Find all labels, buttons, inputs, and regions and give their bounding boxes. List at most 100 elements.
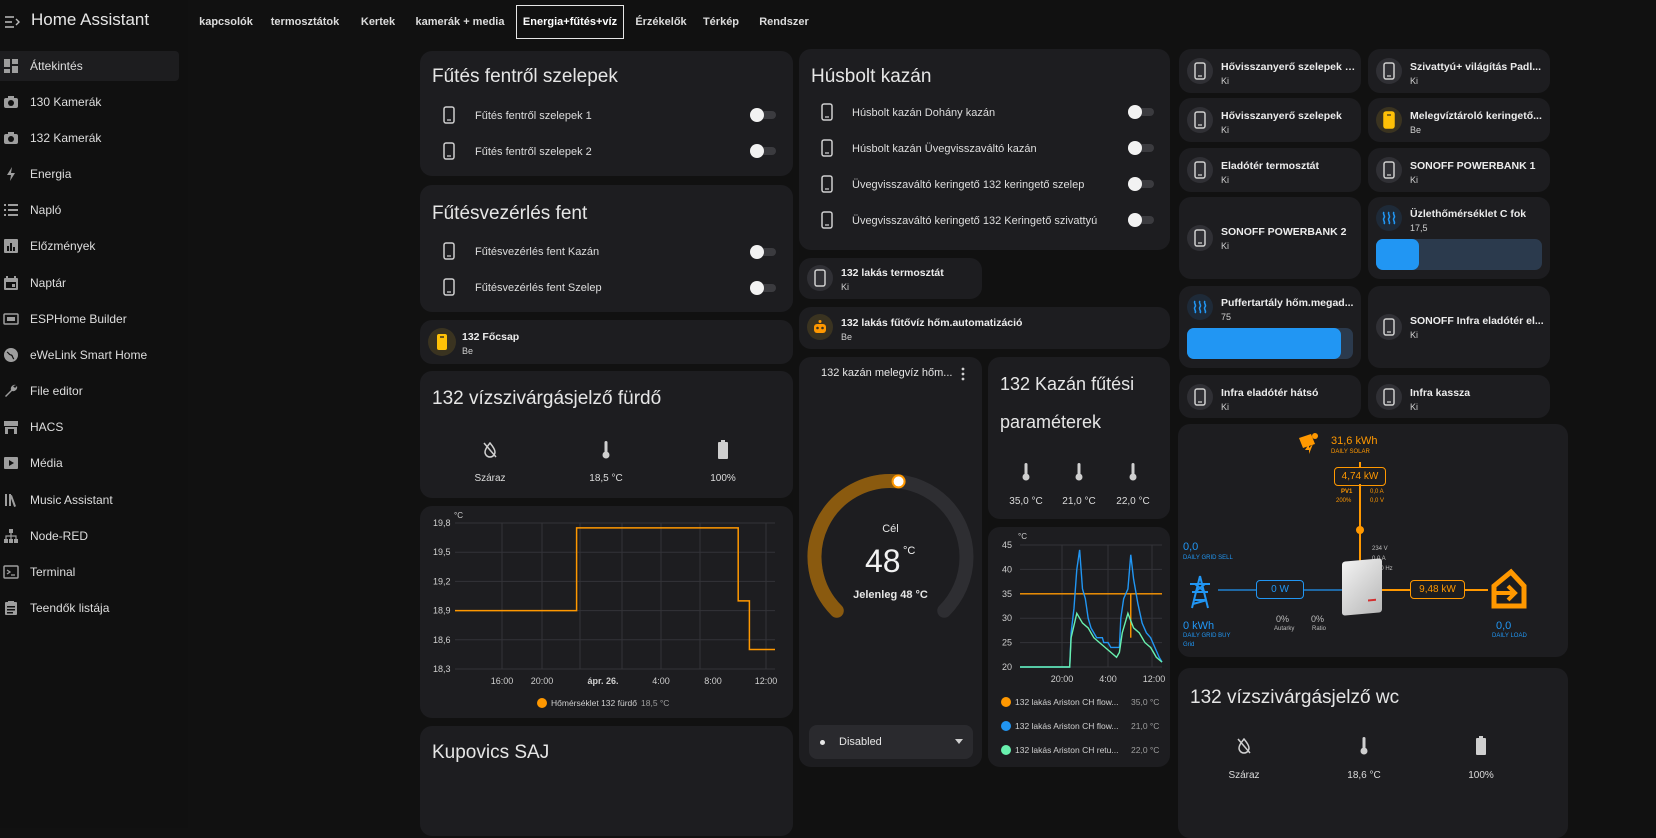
tile-132-automatizacio[interactable]: 132 lakás fűtővíz hőm.automatizáció Be: [799, 307, 1170, 349]
sidebar-item-node-red[interactable]: Node-RED: [0, 521, 188, 551]
sidebar-item--ttekint-s[interactable]: Áttekintés: [0, 51, 179, 81]
tile-card[interactable]: Eladótér termosztát Ki: [1179, 148, 1361, 192]
tile-card[interactable]: SONOFF POWERBANK 2 Ki: [1179, 197, 1361, 279]
sidebar-item-terminal[interactable]: Terminal: [0, 557, 188, 587]
cellphone-icon: [1194, 161, 1206, 179]
card-title: Fűtés fentről szelepek: [432, 66, 618, 87]
legend-item[interactable]: Hőmérséklet 132 fürdő 18,5 °C: [537, 698, 669, 708]
load-power-box[interactable]: 9,48 kW: [1410, 580, 1465, 599]
sidebar-item-m-dia[interactable]: Média: [0, 448, 188, 478]
tab-3[interactable]: Kertek: [360, 16, 396, 28]
menu-open-icon[interactable]: [4, 14, 20, 30]
tile-title: Eladótér termosztát: [1221, 160, 1320, 172]
mode-dot-icon: [820, 740, 825, 745]
entity-label[interactable]: Üvegvisszaváltó keringető 132 Keringető …: [852, 215, 1098, 227]
cellphone-icon: [437, 334, 447, 350]
legend-swatch: [537, 698, 547, 708]
card-title: Húsbolt kazán: [811, 66, 932, 87]
sidebar-item-ewelink-smart-home[interactable]: eWeLink Smart Home: [0, 340, 188, 370]
tile-card[interactable]: SONOFF Infra eladótér el... Ki: [1368, 286, 1550, 368]
entity-label[interactable]: Fűtés fentről szelepek 1: [475, 110, 592, 122]
tab-2[interactable]: termosztátok: [270, 16, 340, 28]
sidebar-item-teend-k-list-ja[interactable]: Teendők listája: [0, 593, 188, 623]
entity-toggle[interactable]: [1128, 105, 1154, 119]
tile-card[interactable]: Infra eladótér hátsó Ki: [1179, 375, 1361, 418]
entity-toggle[interactable]: [1128, 213, 1154, 227]
y-tick-label: 30: [1002, 613, 1012, 623]
tile-card[interactable]: Szivattyú+ világítás Padl... Ki: [1368, 49, 1550, 93]
sidebar-item-el-zm-nyek[interactable]: Előzmények: [0, 231, 188, 261]
tab-5[interactable]: Energia+fűtés+víz: [516, 5, 624, 39]
grid-sell-value: 0,0: [1183, 541, 1199, 553]
legend-item[interactable]: 132 lakás Ariston CH retu... 22,0 °C: [1001, 745, 1159, 755]
legend-item[interactable]: 132 lakás Ariston CH flow... 21,0 °C: [1001, 721, 1159, 731]
tile-card[interactable]: Hővisszanyerő szelepek F... Ki: [1179, 49, 1361, 93]
entity-toggle[interactable]: [1128, 177, 1154, 191]
tile-state: Be: [841, 332, 853, 342]
card-title: Kupovics SAJ: [432, 742, 550, 763]
value-bar-track[interactable]: [1187, 328, 1353, 359]
entity-label[interactable]: Fűtésvezérlés fent Szelep: [475, 282, 602, 294]
sidebar-item-hacs[interactable]: HACS: [0, 412, 188, 442]
tile-card[interactable]: SONOFF POWERBANK 1 Ki: [1368, 148, 1550, 192]
sidebar-item-label: Előzmények: [30, 239, 96, 253]
tab-1[interactable]: kapcsolók: [199, 16, 253, 28]
entity-toggle[interactable]: [750, 144, 776, 158]
entity-toggle[interactable]: [750, 108, 776, 122]
x-tick-label: 16:00: [491, 676, 514, 686]
sidebar-item-napt-r[interactable]: Naptár: [0, 268, 188, 298]
inverter-icon: [1342, 558, 1382, 616]
sidebar-item-music-assistant[interactable]: Music Assistant: [0, 485, 188, 515]
entity-label[interactable]: Húsbolt kazán Üvegvisszaváltó kazán: [852, 143, 1037, 155]
series-line: [455, 527, 775, 651]
thermostat-dial[interactable]: [799, 467, 982, 647]
tab-6[interactable]: Érzékelők: [635, 16, 687, 28]
tile-state: 75: [1221, 312, 1232, 322]
pv-power-box[interactable]: 4,74 kW: [1334, 467, 1386, 486]
mode-select[interactable]: Disabled: [809, 725, 973, 759]
tile-card[interactable]: Puffertartály hőm.megad... 75: [1179, 286, 1361, 368]
tile-card[interactable]: Hővisszanyerő szelepek Ki: [1179, 98, 1361, 142]
sidebar-item-napl-[interactable]: Napló: [0, 195, 188, 225]
entity-toggle[interactable]: [1128, 141, 1154, 155]
value-bar-track[interactable]: [1376, 239, 1542, 270]
entity-toggle[interactable]: [750, 245, 776, 259]
tile-icon: [1376, 107, 1402, 133]
sidebar-item-label: Terminal: [30, 565, 76, 579]
tab-4[interactable]: kamerák + media: [415, 16, 505, 28]
chevron-down-icon: [955, 739, 963, 744]
legend-item[interactable]: 132 lakás Ariston CH flow... 35,0 °C: [1001, 697, 1159, 707]
entity-label[interactable]: Üvegvisszaváltó keringető 132 keringető …: [852, 179, 1085, 191]
water-off-icon: [1237, 737, 1251, 754]
sidebar-item-esphome-builder[interactable]: ESPHome Builder: [0, 304, 188, 334]
entity-label[interactable]: Fűtés fentről szelepek 2: [475, 146, 592, 158]
entity-label[interactable]: Fűtésvezérlés fent Kazán: [475, 246, 600, 258]
tile-focsap[interactable]: 132 Főcsap Be: [420, 320, 793, 364]
camera-icon: [4, 132, 18, 144]
more-vert-icon[interactable]: [959, 367, 967, 381]
tile-icon: [1187, 58, 1213, 84]
grid-power-box[interactable]: 0 W: [1256, 580, 1304, 599]
tile-card[interactable]: Melegvíztároló keringető... Be: [1368, 98, 1550, 142]
grid-buy-value: 0 kWh: [1183, 620, 1215, 632]
entity-label[interactable]: Húsbolt kazán Dohány kazán: [852, 107, 996, 119]
sidebar-item-130-kamer-k[interactable]: 130 Kamerák: [0, 87, 188, 117]
globe-icon: [4, 348, 18, 362]
moisture-value: Száraz: [474, 473, 506, 484]
sidebar-item-file-editor[interactable]: File editor: [0, 376, 188, 406]
cellphone-icon: [1194, 388, 1206, 406]
mode-value: Disabled: [839, 736, 882, 748]
tab-8[interactable]: Rendszer: [759, 16, 809, 28]
tab-7[interactable]: Térkép: [702, 16, 740, 28]
card-kazan-futesi-parameterek: 132 Kazán fűtési paraméterek 35,0 °C 21,…: [988, 357, 1170, 519]
sidebar-item-label: Music Assistant: [30, 493, 113, 507]
tile-card[interactable]: Infra kassza Ki: [1368, 375, 1550, 418]
temperature-value: 18,5 °C: [589, 473, 623, 484]
cellphone-icon: [1194, 111, 1206, 129]
sidebar-item-energia[interactable]: Energia: [0, 159, 188, 189]
sidebar-item-132-kamer-k[interactable]: 132 Kamerák: [0, 123, 188, 153]
tile-132-termosztat[interactable]: 132 lakás termosztát Ki: [799, 258, 982, 299]
entity-toggle[interactable]: [750, 281, 776, 295]
y-tick-label: 19,8: [433, 518, 451, 528]
tile-card[interactable]: Üzlethőmérséklet C fok 17,5: [1368, 197, 1550, 279]
